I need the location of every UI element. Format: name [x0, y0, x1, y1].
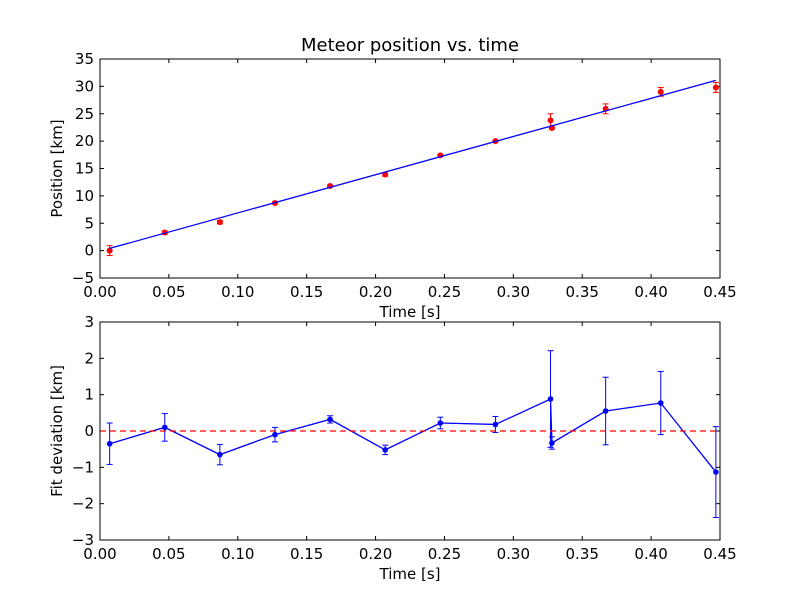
x-tick-label: 0.35 — [566, 545, 599, 563]
y-tick-label: 35 — [75, 50, 94, 68]
x-tick-label: 0.20 — [359, 545, 392, 563]
data-point — [161, 424, 168, 431]
x-tick-label: 0.20 — [359, 283, 392, 301]
data-point — [657, 88, 664, 95]
x-tick-label: 0.40 — [634, 545, 667, 563]
linear-fit-line — [109, 79, 717, 250]
x-tick-label: 0.00 — [83, 545, 116, 563]
x-tick-label: 0.30 — [497, 545, 530, 563]
data-point — [602, 408, 609, 414]
y-tick-label: −5 — [72, 269, 94, 287]
data-point — [106, 247, 113, 254]
y-tick-label: −1 — [72, 458, 94, 476]
deviation-chart: 0.00 0.05 0.10 0.15 0.20 0.25 0.30 0.35 0.40 0.45… — [48, 313, 737, 583]
data-point — [216, 219, 223, 226]
x-tick-label: 0.25 — [428, 545, 461, 563]
data-point — [657, 400, 664, 406]
x-tick-label: 0.10 — [221, 283, 254, 301]
data-point — [713, 469, 719, 475]
data-point — [327, 416, 333, 423]
data-point — [547, 117, 554, 124]
y-axis-label: Position [km] — [48, 119, 66, 217]
deviation-series-line — [109, 398, 717, 473]
x-tick-label: 0.40 — [634, 283, 667, 301]
y-tick-label: −3 — [72, 531, 94, 549]
data-point — [437, 420, 444, 426]
y-tick-label: 0 — [84, 242, 94, 260]
y-tick-label: 30 — [75, 77, 94, 95]
x-tick-label: 0.05 — [152, 283, 185, 301]
position-chart: Meteor position vs. time 0.00 0.05 0.10 0.15… — [48, 35, 737, 321]
x-tick-label: 0.10 — [221, 545, 254, 563]
x-tick-label: 0.05 — [152, 545, 185, 563]
data-point — [547, 396, 554, 402]
axes-frame — [99, 321, 721, 541]
y-tick-label: 1 — [84, 386, 94, 404]
data-point — [106, 440, 113, 447]
y-tick-label: 3 — [84, 313, 94, 331]
x-tick-label: 0.15 — [290, 283, 323, 301]
axes-frame — [99, 58, 721, 279]
y-tick-label: 15 — [75, 160, 94, 178]
x-tick-label: 0.00 — [83, 283, 116, 301]
x-tick-label: 0.25 — [428, 283, 461, 301]
x-axis-label: Time [s] — [379, 565, 441, 583]
data-point — [712, 84, 719, 91]
y-tick-label: 25 — [75, 105, 94, 123]
x-tick-label: 0.45 — [703, 545, 736, 563]
y-tick-label: 5 — [84, 214, 94, 232]
data-point — [382, 447, 389, 453]
y-tick-label: 20 — [75, 132, 94, 150]
x-tick-label: 0.45 — [703, 283, 736, 301]
data-point — [217, 451, 223, 458]
data-point — [549, 440, 555, 446]
x-tick-label: 0.35 — [566, 283, 599, 301]
chart-title: Meteor position vs. time — [301, 35, 519, 56]
x-axis-label: Time [s] — [379, 303, 441, 321]
plot-area — [106, 79, 719, 257]
x-tick-label: 0.15 — [290, 545, 323, 563]
y-tick-label: −2 — [72, 495, 94, 513]
x-tick-label: 0.30 — [497, 283, 530, 301]
y-tick-label: 10 — [75, 187, 94, 205]
y-tick-label: 2 — [84, 349, 94, 367]
data-point — [492, 421, 499, 428]
plot-area — [100, 350, 720, 518]
y-axis-label: Fit deviation [km] — [48, 365, 66, 497]
data-point — [272, 431, 278, 438]
y-tick-label: 0 — [84, 422, 94, 440]
